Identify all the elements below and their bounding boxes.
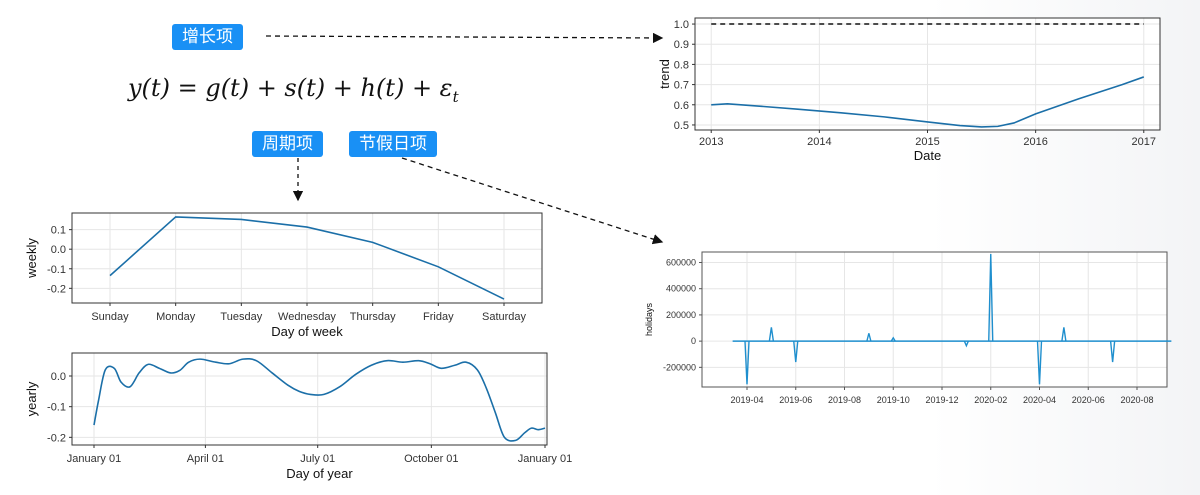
- weekly-x-tick-label: Tuesday: [220, 311, 262, 323]
- holidays-spike: [793, 341, 799, 363]
- weekly-x-tick-label: Friday: [423, 311, 454, 323]
- formula-subscript: t: [452, 87, 459, 106]
- weekly-x-tick-label: Saturday: [482, 311, 527, 323]
- yearly-y-axis-title: yearly: [24, 381, 39, 416]
- growth-arrow: [265, 32, 664, 44]
- holidays-spike: [988, 253, 994, 342]
- weekly-chart: Sunday Monday Tuesday Wednesday Thursday Frid…: [24, 212, 543, 339]
- yearly-y-tick-label: -0.2: [47, 432, 66, 444]
- yearly-series-line: [93, 357, 546, 442]
- holidays-y-tick-label: 200000: [666, 310, 696, 320]
- weekly-x-axis-title: Day of week: [271, 324, 343, 339]
- holidays-x-tick-label: 2020-06: [1072, 395, 1105, 405]
- holidays-y-tick-label: -200000: [663, 362, 696, 372]
- holidays-spike: [1061, 327, 1067, 342]
- prophet-formula: y(t) = g(t) + s(t) + h(t) + εt: [128, 74, 459, 106]
- formula-rhs: g(t) + s(t) + h(t) + ε: [205, 74, 453, 102]
- holidays-x-tick-label: 2019-12: [925, 395, 958, 405]
- weekly-y-tick-label: -0.1: [47, 264, 66, 276]
- holidays-spike: [963, 340, 970, 348]
- trend-x-tick-label: 2015: [915, 136, 939, 148]
- trend-y-tick-label: 0.8: [674, 59, 689, 71]
- holidays-y-axis-title: holidays: [644, 302, 654, 336]
- weekly-y-tick-label: 0.0: [51, 244, 66, 256]
- yearly-x-tick-label: July 01: [300, 453, 335, 465]
- weekly-x-tick-label: Sunday: [91, 311, 129, 323]
- yearly-plot-frame: [71, 352, 548, 446]
- holiday-term-tag: 节假日项: [349, 131, 437, 157]
- trend-series-line: [711, 76, 1145, 128]
- holidays-spike: [890, 336, 896, 342]
- trend-x-tick-label: 2013: [699, 136, 723, 148]
- trend-y-tick-label: 1.0: [674, 19, 689, 31]
- trend-chart: 2013 2014 2015 2016 2017 0.5 0.6 0.7 0.8 0.9 1.0 Da…: [657, 17, 1161, 163]
- weekly-y-tick-label: 0.1: [51, 225, 66, 237]
- trend-x-axis-title: Date: [914, 148, 941, 163]
- weekly-x-tick-label: Thursday: [350, 311, 396, 323]
- holidays-x-tick-label: 2019-06: [779, 395, 812, 405]
- trend-x-tick-label: 2014: [807, 136, 831, 148]
- yearly-y-tick-label: 0.0: [51, 371, 66, 383]
- formula-lhs: y(t): [128, 74, 170, 102]
- holidays-spike: [866, 333, 872, 342]
- holidays-y-tick-label: 0: [691, 336, 696, 346]
- growth-term-tag: 增长项: [172, 24, 243, 50]
- holidays-x-tick-label: 2019-04: [730, 395, 763, 405]
- weekly-x-tick-label: Wednesday: [278, 311, 336, 323]
- holidays-y-tick-label: 600000: [666, 257, 696, 267]
- holidays-plot-frame: [701, 251, 1168, 388]
- weekly-x-tick-label: Monday: [156, 311, 196, 323]
- trend-y-tick-label: 0.7: [674, 80, 689, 92]
- trend-y-tick-label: 0.9: [674, 39, 689, 51]
- holidays-spike: [1036, 341, 1043, 385]
- holidays-spike: [768, 327, 775, 342]
- trend-x-tick-label: 2017: [1132, 136, 1156, 148]
- trend-y-tick-label: 0.5: [674, 120, 689, 132]
- yearly-x-tick-label: April 01: [187, 453, 224, 465]
- trend-y-tick-label: 0.6: [674, 100, 689, 112]
- yearly-chart: January 01 April 01 July 01 October 01 Janua…: [24, 352, 572, 481]
- periodic-term-tag: 周期项: [252, 131, 323, 157]
- holidays-plot-border: [701, 251, 1168, 388]
- holidays-spike: [744, 341, 750, 385]
- yearly-y-tick-label: -0.1: [47, 402, 66, 414]
- yearly-x-tick-label: January 01: [67, 453, 121, 465]
- yearly-x-axis-title: Day of year: [286, 466, 353, 481]
- holidays-x-tick-label: 2020-08: [1120, 395, 1153, 405]
- holidays-x-tick-label: 2020-02: [974, 395, 1007, 405]
- holidays-spike: [1109, 341, 1116, 363]
- weekly-series-line: [109, 216, 505, 300]
- holidays-y-tick-label: 400000: [666, 284, 696, 294]
- holidays-x-tick-label: 2019-10: [877, 395, 910, 405]
- weekly-y-axis-title: weekly: [24, 238, 39, 279]
- yearly-plot-border: [71, 352, 548, 446]
- trend-x-tick-label: 2016: [1023, 136, 1047, 148]
- holidays-x-tick-label: 2020-04: [1023, 395, 1056, 405]
- holidays-chart: 2019-04 2019-06 2019-08 2019-10 2019-12 2020-…: [644, 251, 1172, 405]
- yearly-x-tick-label: January 01: [518, 453, 572, 465]
- trend-y-axis-title: trend: [657, 59, 672, 89]
- holiday-arrow: [401, 157, 664, 245]
- holidays-x-tick-label: 2019-08: [828, 395, 861, 405]
- weekly-y-tick-label: -0.2: [47, 283, 66, 295]
- yearly-x-tick-label: October 01: [404, 453, 458, 465]
